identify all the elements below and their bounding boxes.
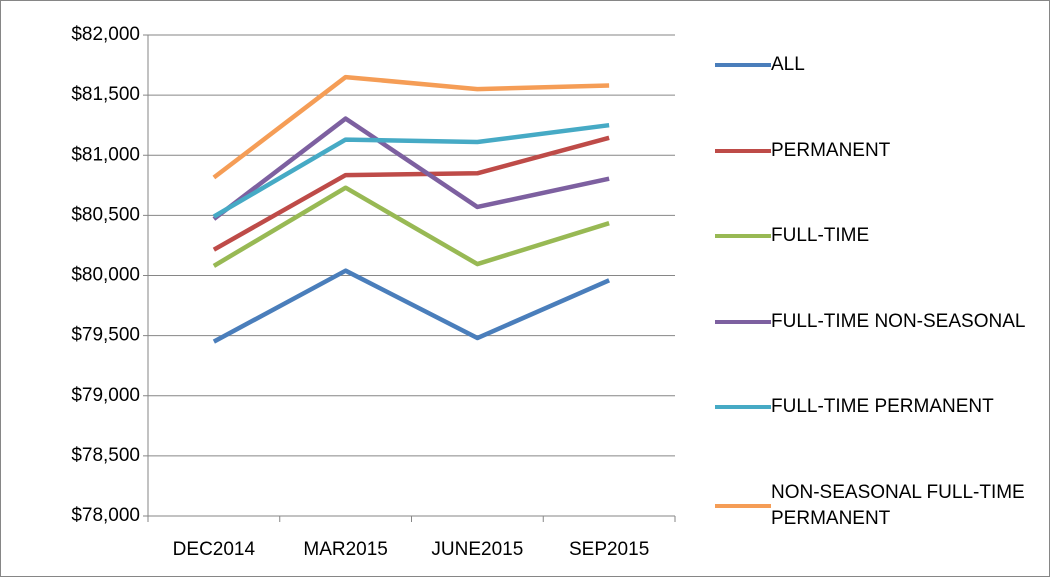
y-tick-label: $80,500 <box>71 204 140 225</box>
y-tick-label: $81,500 <box>71 84 140 105</box>
legend-label: PERMANENT <box>771 139 891 161</box>
y-tick-label: $79,500 <box>71 325 140 346</box>
legend-label: ALL <box>771 54 805 75</box>
legend-entry: NON-SEASONAL FULL-TIME PERMANENT <box>715 480 1035 532</box>
legend-swatch <box>715 148 771 153</box>
series-line <box>212 116 610 221</box>
y-tick-label: $78,000 <box>71 505 140 526</box>
legend-swatch <box>715 405 771 410</box>
legend-entry: FULL-TIME NON-SEASONAL <box>715 309 1035 335</box>
legend-entry: PERMANENT <box>715 138 1035 164</box>
y-tick-label: $79,000 <box>71 385 140 406</box>
series-line <box>212 185 610 268</box>
legend-entry: FULL-TIME <box>715 223 1035 249</box>
legend-entry: FULL-TIME PERMANENT <box>715 394 1035 420</box>
y-tick-label: $82,000 <box>71 24 140 45</box>
legend-label: FULL-TIME NON-SEASONAL <box>771 310 1026 332</box>
legend: ALL PERMANENT FULL-TIME FULL-TIME NON-SEASO… <box>715 52 1035 532</box>
legend-label: FULL-TIME <box>771 225 870 247</box>
legend-swatch <box>715 319 771 324</box>
y-tick-label: $80,000 <box>71 265 140 286</box>
series-line <box>212 268 611 344</box>
legend-swatch <box>715 234 771 239</box>
x-tick-label: DEC2014 <box>173 539 256 560</box>
series-line <box>212 74 610 180</box>
legend-swatch <box>715 63 771 67</box>
y-tick-label: $78,500 <box>71 445 140 466</box>
legend-swatch <box>715 503 771 508</box>
x-tick-label: JUNE2015 <box>431 539 523 560</box>
legend-label: NON-SEASONAL FULL-TIME PERMANENT <box>771 481 1025 529</box>
legend-entry: ALL <box>715 52 1035 78</box>
series-line <box>212 135 610 252</box>
x-tick-label: MAR2015 <box>303 539 388 560</box>
y-tick-label: $81,000 <box>71 144 140 165</box>
legend-label: FULL-TIME PERMANENT <box>771 396 994 418</box>
x-tick-label: SEP2015 <box>569 539 649 560</box>
series-line <box>212 122 610 219</box>
